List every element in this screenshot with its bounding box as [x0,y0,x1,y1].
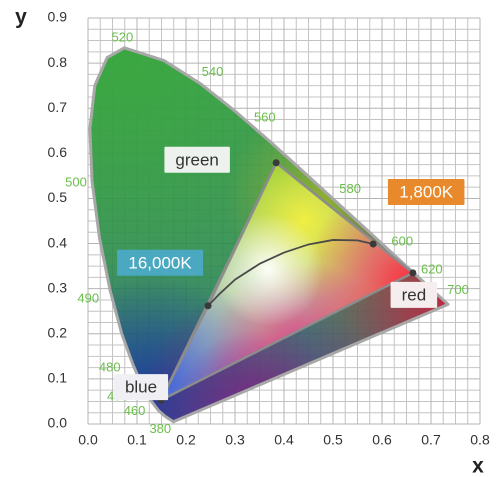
y-tick-label: 0.3 [48,279,68,295]
wavelength-label: 620 [421,261,443,276]
wavelength-label: 520 [112,29,134,44]
wavelength-label: 560 [254,110,276,125]
y-axis-label: y [15,6,27,29]
y-tick-label: 0.5 [48,189,68,205]
x-tick-label: 0.0 [78,432,98,448]
wavelength-label: 500 [65,175,87,190]
y-tick-label: 0.2 [48,324,68,340]
point [370,241,377,248]
wavelength-label: 580 [339,181,361,196]
x-tick-label: 0.2 [176,432,196,448]
point [205,302,212,309]
x-tick-label: 0.3 [225,432,245,448]
wavelength-label: 600 [391,233,413,248]
chart: y x 0.0 0.1 0.2 0.3 0.4 0.5 0.6 0.7 0.8 0.0 0.1 0.2… [0,0,499,477]
x-axis-label: x [472,455,484,477]
point [409,269,416,276]
x-tick-label: 0.1 [127,432,147,448]
x-tick-label: 0.7 [421,432,441,448]
wavelength-label: 480 [99,360,121,375]
point-label: 16,000K [128,253,192,272]
y-tick-label: 0.8 [48,54,68,70]
y-tick-label: 0.9 [48,9,68,25]
point [273,159,280,166]
wavelength-label: 490 [77,290,99,305]
point-label: red [402,285,427,304]
point-label: green [175,150,218,169]
wavelength-label: 700 [447,282,469,297]
point-label: 1,800K [399,182,454,201]
y-tick-label: 0.1 [48,370,68,386]
point-label: blue [125,378,157,397]
page: {"chart_data": { "type": "chromaticity",… [0,0,499,477]
x-tick-label: 0.5 [323,432,343,448]
y-tick-label: 0.4 [48,234,68,250]
y-tick-label: 0.0 [48,415,68,431]
x-tick-label: 0.4 [274,432,294,448]
wavelength-label: 380 [149,421,171,436]
wavelength-label: 540 [202,64,224,79]
y-tick-label: 0.6 [48,144,68,160]
x-tick-label: 0.8 [470,432,490,448]
wavelength-label: 460 [124,403,146,418]
y-tick-label: 0.7 [48,99,68,115]
x-tick-label: 0.6 [372,432,392,448]
